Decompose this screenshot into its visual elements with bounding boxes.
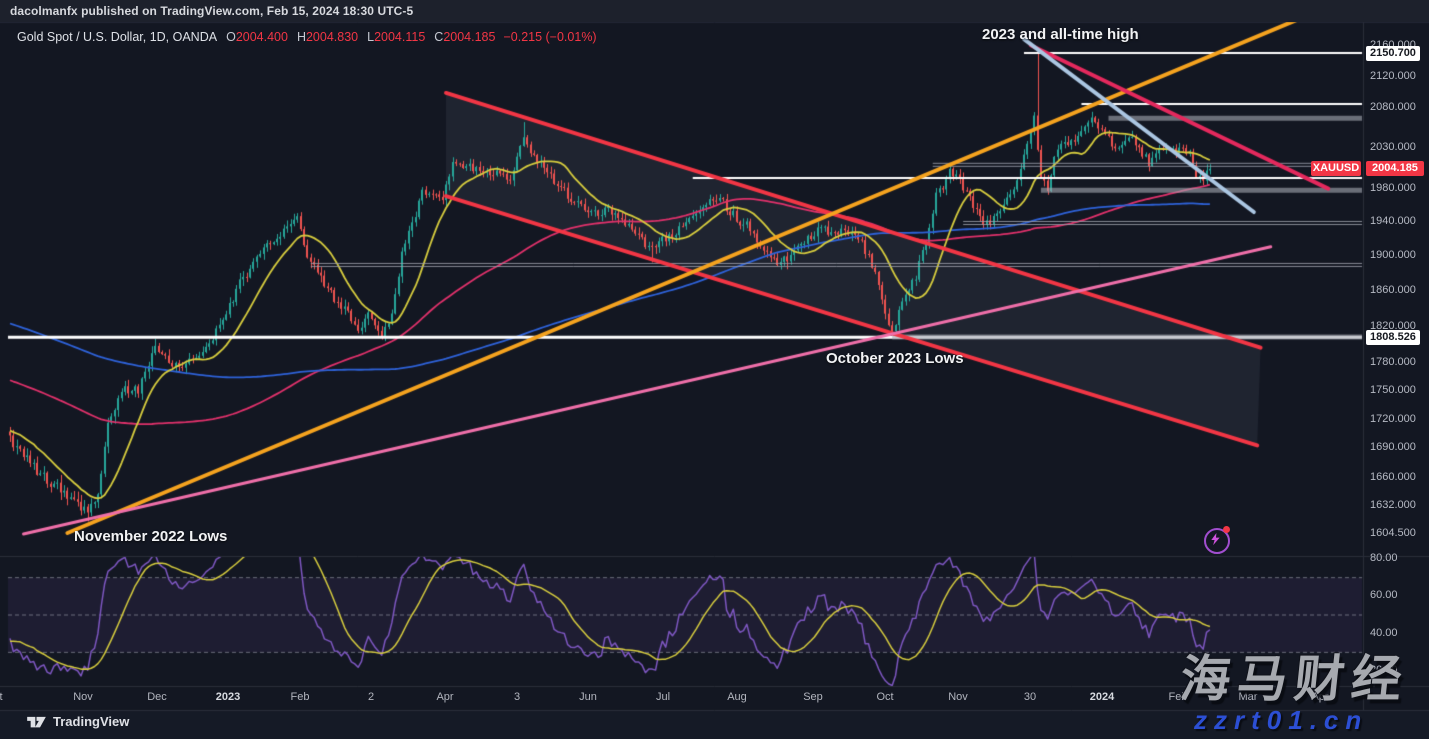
rsi-tick-label: 20.00 [1370,664,1398,677]
symbol-badge: XAUUSD [1311,161,1361,177]
annotation-october-lows: October 2023 Lows [826,350,964,367]
price-label-october-low: 1808.526 [1366,329,1420,345]
time-tick-label: Feb [1168,691,1188,703]
rsi-tick-label: 80.00 [1370,551,1398,564]
low-label: L [367,30,375,44]
last-price-badge: 2004.185 [1366,161,1424,177]
rsi-axis[interactable]: 80.00 60.00 40.00 20.00 [1364,552,1429,686]
price-tick-label: 1632.000 [1370,498,1416,511]
time-tick-label: 2 [367,691,375,703]
price-tick-label: 2080.000 [1370,100,1416,113]
low-value: 2004.115 [374,30,426,44]
rsi-tick-label: 40.00 [1370,626,1398,639]
time-tick-label: Sep [803,691,823,703]
lightning-bolt-icon [1211,533,1220,546]
close-label: C [434,30,444,44]
time-tick-label: Feb [290,691,310,703]
time-tick-label: Jul [655,691,671,703]
price-tick-label: 1690.000 [1370,441,1416,454]
time-tick-label: Jun [579,691,597,703]
price-tick-label: 1720.000 [1370,412,1416,425]
price-tick-label: 1980.000 [1370,181,1416,194]
symbol-title[interactable]: Gold Spot / U.S. Dollar, 1D, OANDA [17,30,218,44]
price-tick-label: 1820.000 [1370,319,1416,332]
time-tick-label: Aug [727,691,747,703]
chart-legend[interactable]: Gold Spot / U.S. Dollar, 1D, OANDA O2004.… [17,30,597,44]
time-tick-label: 30 [1023,691,1037,703]
change-value: −0.215 (−0.01%) [503,30,597,44]
time-tick-label: Dec [147,691,167,703]
tradingview-logo[interactable]: TradingView [26,713,129,730]
price-tick-label: 1660.000 [1370,470,1416,483]
tradingview-logo-text: TradingView [53,714,130,729]
open-value: 2004.400 [235,30,288,44]
time-axis[interactable]: Oct Nov Dec 2023 Feb 2 Apr 3 Jun Jul Aug Sep Oct Nov 3… [0,687,1429,710]
annotation-november-lows: November 2022 Lows [74,528,228,545]
time-tick-label: Nov [948,691,968,703]
time-tick-label: Mar [1238,691,1258,703]
time-tick-label: Oct [0,691,3,703]
watermark-url: zzrt01.cn [1194,705,1369,735]
price-tick-label: 1780.000 [1370,356,1416,369]
annotation-ath: 2023 and all-time high [982,26,1139,43]
time-tick-label: Nov [73,691,93,703]
attribution-bar: dacolmanfx published on TradingView.com,… [0,0,1429,22]
lightning-stamp-icon [1203,526,1233,556]
time-tick-label: 2024 [1089,691,1115,703]
open-label: O [226,30,236,44]
price-tick-label: 2120.000 [1370,69,1416,82]
high-value: 2004.830 [305,30,359,44]
time-tick-label: 3 [513,691,521,703]
high-label: H [296,30,306,44]
rsi-tick-label: 60.00 [1370,589,1398,602]
time-tick-label: 2023 [215,691,241,703]
price-tick-label: 2030.000 [1370,140,1416,153]
price-axis[interactable]: 2160.000 2120.000 2080.000 2030.000 1980.000… [1364,22,1429,556]
price-tick-label: 1604.500 [1370,526,1416,539]
price-label-ath: 2150.700 [1366,45,1420,61]
price-tick-label: 1900.000 [1370,249,1416,262]
attribution-text: dacolmanfx published on TradingView.com,… [10,4,414,18]
price-tick-label: 1940.000 [1370,215,1416,228]
time-tick-label: Oct [876,691,894,703]
stamp-ring [1204,528,1230,554]
price-tick-label: 1860.000 [1370,284,1416,297]
tradingview-logo-icon [27,716,46,728]
time-tick-label: Apr [1311,691,1329,703]
watermark-chinese: 海马财经 [1177,651,1412,707]
close-value: 2004.185 [443,30,496,44]
price-tick-label: 1750.000 [1370,384,1416,397]
stamp-red-dot [1223,526,1230,533]
time-tick-label: Apr [436,691,454,703]
